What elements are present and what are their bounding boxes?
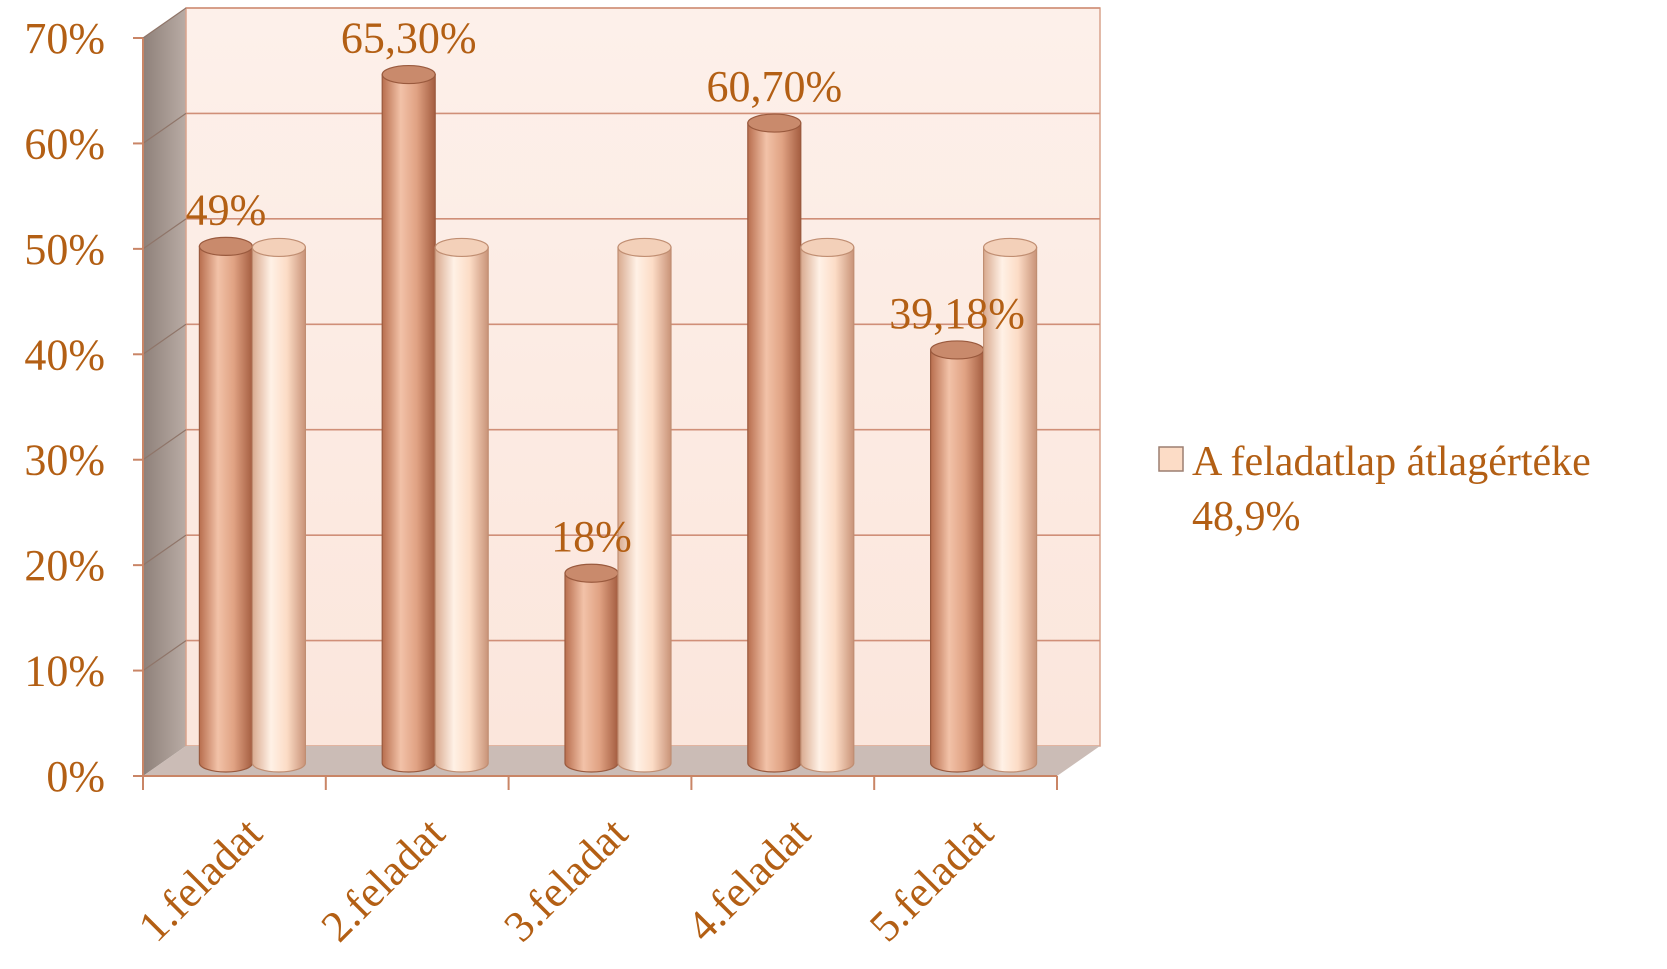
y-tick-label: 40% (24, 330, 105, 379)
x-axis-ticks (142, 776, 1058, 790)
bar-top (251, 237, 306, 258)
category-label: 3.feladat (494, 808, 637, 951)
y-tick-label: 50% (24, 225, 105, 274)
bar-top (800, 237, 855, 258)
bar-s1-1 (198, 236, 253, 773)
bar-body (800, 246, 855, 773)
bar-top (434, 237, 489, 258)
data-label: 65,30% (341, 14, 477, 63)
legend-line-1: A feladatlap átlagértéke (1192, 439, 1591, 485)
bar-s2-4 (800, 237, 855, 773)
bar-s2-5 (982, 237, 1038, 773)
bar-top (564, 563, 619, 583)
y-tick-label: 20% (24, 541, 105, 590)
bar-body (930, 349, 985, 773)
category-label: 5.feladat (860, 808, 1003, 951)
bars (198, 64, 1038, 773)
bar-body (564, 572, 619, 773)
gridline-side (142, 323, 187, 355)
data-labels: 49% 65,30% 18% 60,70% 39,18% (186, 14, 1025, 562)
bar-s1-5 (929, 340, 985, 773)
legend-swatch (1158, 446, 1184, 472)
bar-top (381, 64, 436, 85)
bar-body (198, 245, 253, 773)
side-wall (143, 8, 186, 776)
legend-line-2: 48,9% (1192, 494, 1301, 540)
gridline-side (142, 112, 187, 144)
bar-body (381, 73, 436, 773)
y-tick-label: 0% (46, 752, 105, 801)
data-label: 60,70% (706, 62, 842, 111)
bar-top (617, 237, 672, 258)
bar-s1-2 (381, 64, 436, 773)
gridline-side (142, 534, 187, 566)
category-labels: 1.feladat 2.feladat 3.feladat 4.feladat 5.fe… (129, 808, 1003, 951)
y-tick-label: 10% (24, 647, 105, 696)
bar-s2-2 (434, 237, 489, 773)
gridline-side (142, 218, 187, 250)
bar-top (198, 236, 253, 256)
bar-s1-3 (564, 563, 619, 773)
bar-top (747, 113, 802, 133)
y-tick-label: 60% (24, 119, 105, 168)
gridline-side (142, 7, 187, 39)
gridline-side (142, 640, 187, 672)
category-label: 1.feladat (129, 808, 272, 951)
bar-top (929, 340, 985, 360)
data-label: 49% (186, 185, 267, 234)
bar-body (617, 246, 672, 773)
gridline-side (142, 429, 187, 461)
y-tick-label: 30% (24, 436, 105, 485)
data-label: 39,18% (889, 289, 1025, 338)
category-label: 4.feladat (677, 808, 820, 951)
legend: A feladatlap átlagértéke 48,9% (1158, 439, 1591, 540)
y-tick-label: 70% (24, 14, 105, 63)
bar-top (982, 237, 1038, 258)
bar-body (983, 246, 1038, 773)
bar-body (434, 246, 489, 773)
bar-body (747, 122, 802, 773)
bar-s1-4 (747, 113, 802, 773)
bar-s2-3 (617, 237, 672, 773)
category-label: 2.feladat (312, 808, 455, 951)
bar-s2-1 (251, 237, 306, 773)
y-axis-ticks: 0% 10% 20% 30% 40% 50% 60% 70% (24, 14, 143, 801)
data-label: 18% (551, 512, 632, 561)
bar-body (251, 246, 306, 773)
